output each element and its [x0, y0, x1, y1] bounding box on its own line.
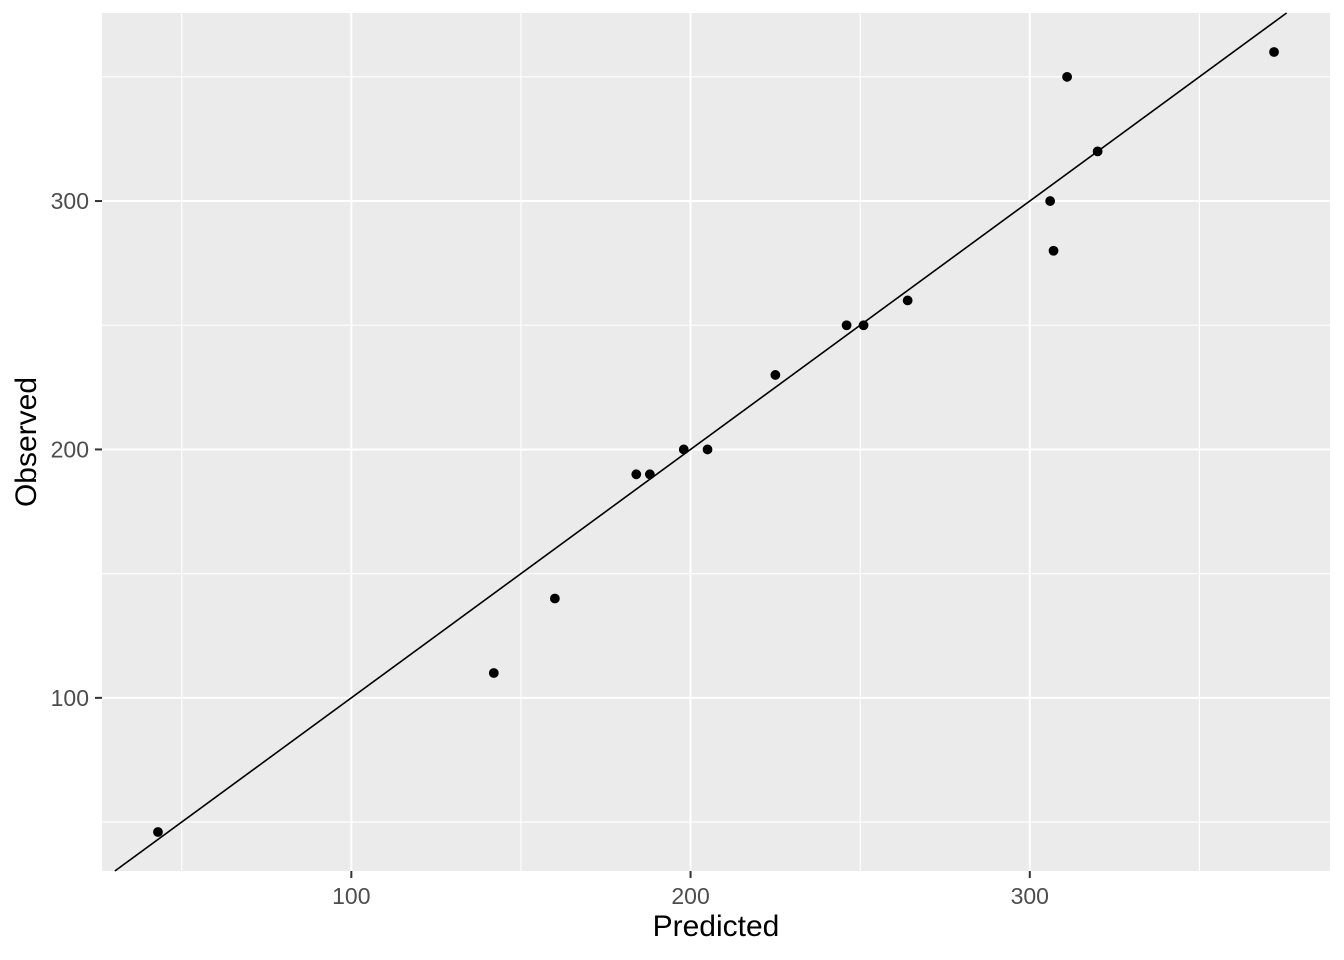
x-axis-title: Predicted	[652, 910, 780, 943]
data-point	[1048, 245, 1059, 256]
data-point	[644, 469, 655, 480]
x-tick-labels: 100 200 300	[332, 883, 1049, 909]
data-point	[1092, 146, 1103, 157]
x-tick-label: 200	[671, 883, 709, 909]
data-points	[153, 47, 1279, 837]
data-point	[858, 320, 869, 331]
panel-background	[102, 13, 1330, 871]
y-tick-label: 200	[51, 436, 89, 462]
y-tick-label: 300	[51, 188, 89, 214]
axis-tick-marks	[95, 200, 1031, 878]
data-point	[770, 370, 781, 380]
y-tick-labels: 100 200 300	[51, 188, 89, 711]
data-point	[1269, 47, 1279, 57]
major-gridlines	[102, 13, 1330, 871]
data-point	[678, 444, 689, 455]
data-point	[488, 668, 499, 678]
data-point	[902, 295, 913, 306]
minor-gridlines	[102, 13, 1330, 871]
y-axis-title: Observed	[10, 376, 43, 508]
x-tick-label: 100	[332, 883, 370, 909]
data-point	[841, 320, 852, 331]
data-point	[1062, 71, 1072, 82]
x-tick-label: 300	[1011, 883, 1049, 909]
identity-line	[114, 12, 1288, 872]
data-point	[631, 469, 642, 480]
data-point	[702, 444, 713, 455]
y-tick-label: 100	[51, 685, 89, 711]
data-point	[549, 593, 560, 604]
data-point	[153, 827, 163, 837]
data-point	[1045, 196, 1056, 206]
